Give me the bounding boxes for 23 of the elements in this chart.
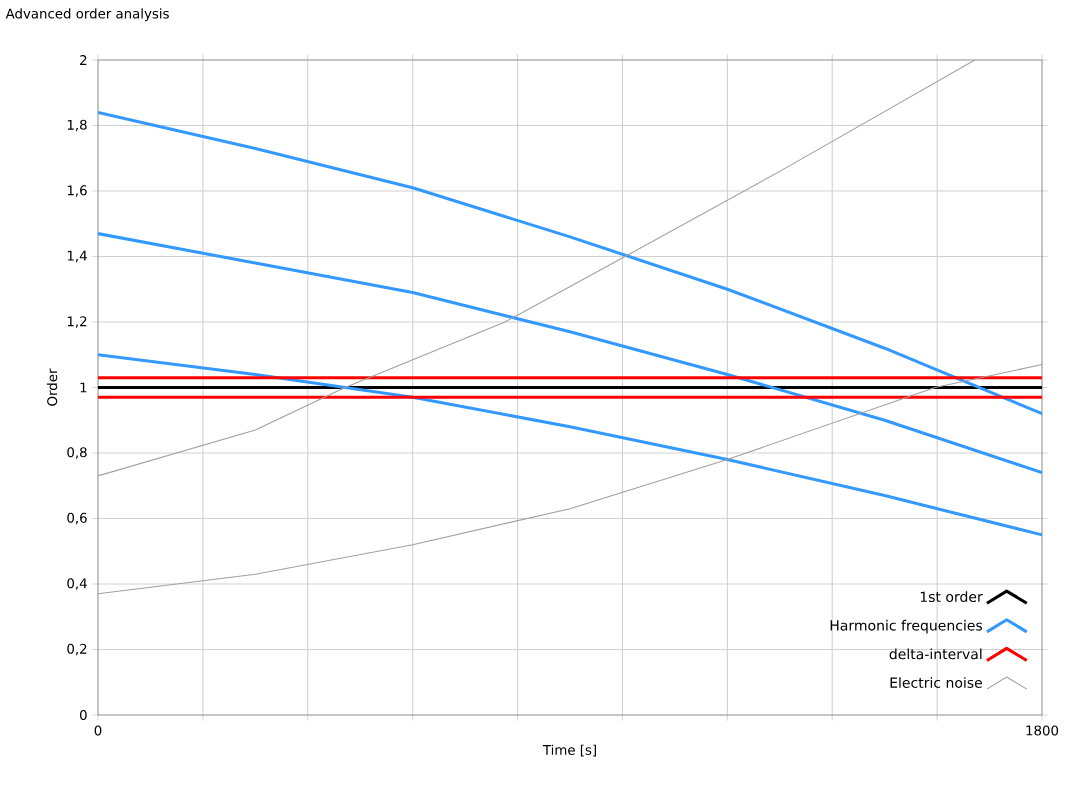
y-tick-label: 0,2 xyxy=(67,643,87,656)
legend-label: Electric noise xyxy=(890,677,982,688)
y-tick-label: 1,2 xyxy=(67,316,87,328)
y-tick-label: 0,8 xyxy=(67,447,87,459)
y-tick-label: 0,4 xyxy=(67,578,87,590)
line-series xyxy=(98,60,976,477)
y-tick-label: 0,6 xyxy=(67,512,87,525)
line-series xyxy=(98,353,1043,537)
legend-label: Harmonic frequencies xyxy=(830,619,983,634)
legend-label: delta-interval xyxy=(889,648,982,660)
x-tick-label: 1800 xyxy=(1026,725,1059,736)
legend-label: 1st order xyxy=(920,591,983,603)
y-tick-label: 1 xyxy=(80,382,87,393)
line-series xyxy=(98,232,1043,475)
y-axis-title: Order xyxy=(46,368,58,406)
x-axis-title: Time [s] xyxy=(542,744,596,757)
line-series xyxy=(98,110,1043,416)
chart-title: Advanced order analysis xyxy=(5,8,169,22)
y-tick-label: 1,6 xyxy=(67,185,87,197)
y-tick-label: 1,4 xyxy=(67,250,87,263)
y-tick-label: 0 xyxy=(80,709,87,721)
y-tick-label: 1,8 xyxy=(67,119,87,132)
y-tick-label: 2 xyxy=(80,55,87,65)
